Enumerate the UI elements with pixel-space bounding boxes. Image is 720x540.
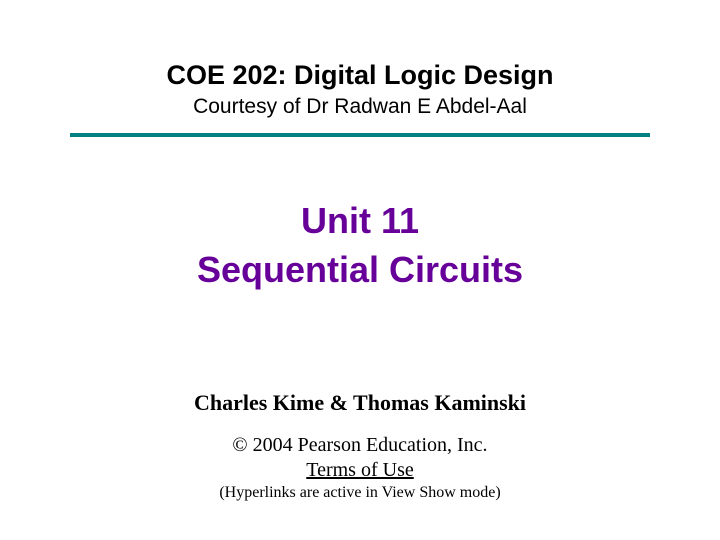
header-block: COE 202: Digital Logic Design Courtesy o… <box>0 0 720 119</box>
course-title: COE 202: Digital Logic Design <box>0 60 720 91</box>
copyright: © 2004 Pearson Education, Inc. <box>0 434 720 457</box>
unit-title: Sequential Circuits <box>0 246 720 295</box>
unit-number: Unit 11 <box>0 197 720 246</box>
divider-rule <box>70 133 650 137</box>
terms-link[interactable]: Terms of Use <box>306 459 413 482</box>
footer-block: Charles Kime & Thomas Kaminski © 2004 Pe… <box>0 390 720 502</box>
authors: Charles Kime & Thomas Kaminski <box>0 390 720 416</box>
unit-block: Unit 11 Sequential Circuits <box>0 197 720 294</box>
hyperlink-note: (Hyperlinks are active in View Show mode… <box>0 484 720 502</box>
courtesy-line: Courtesy of Dr Radwan E Abdel-Aal <box>0 95 720 119</box>
